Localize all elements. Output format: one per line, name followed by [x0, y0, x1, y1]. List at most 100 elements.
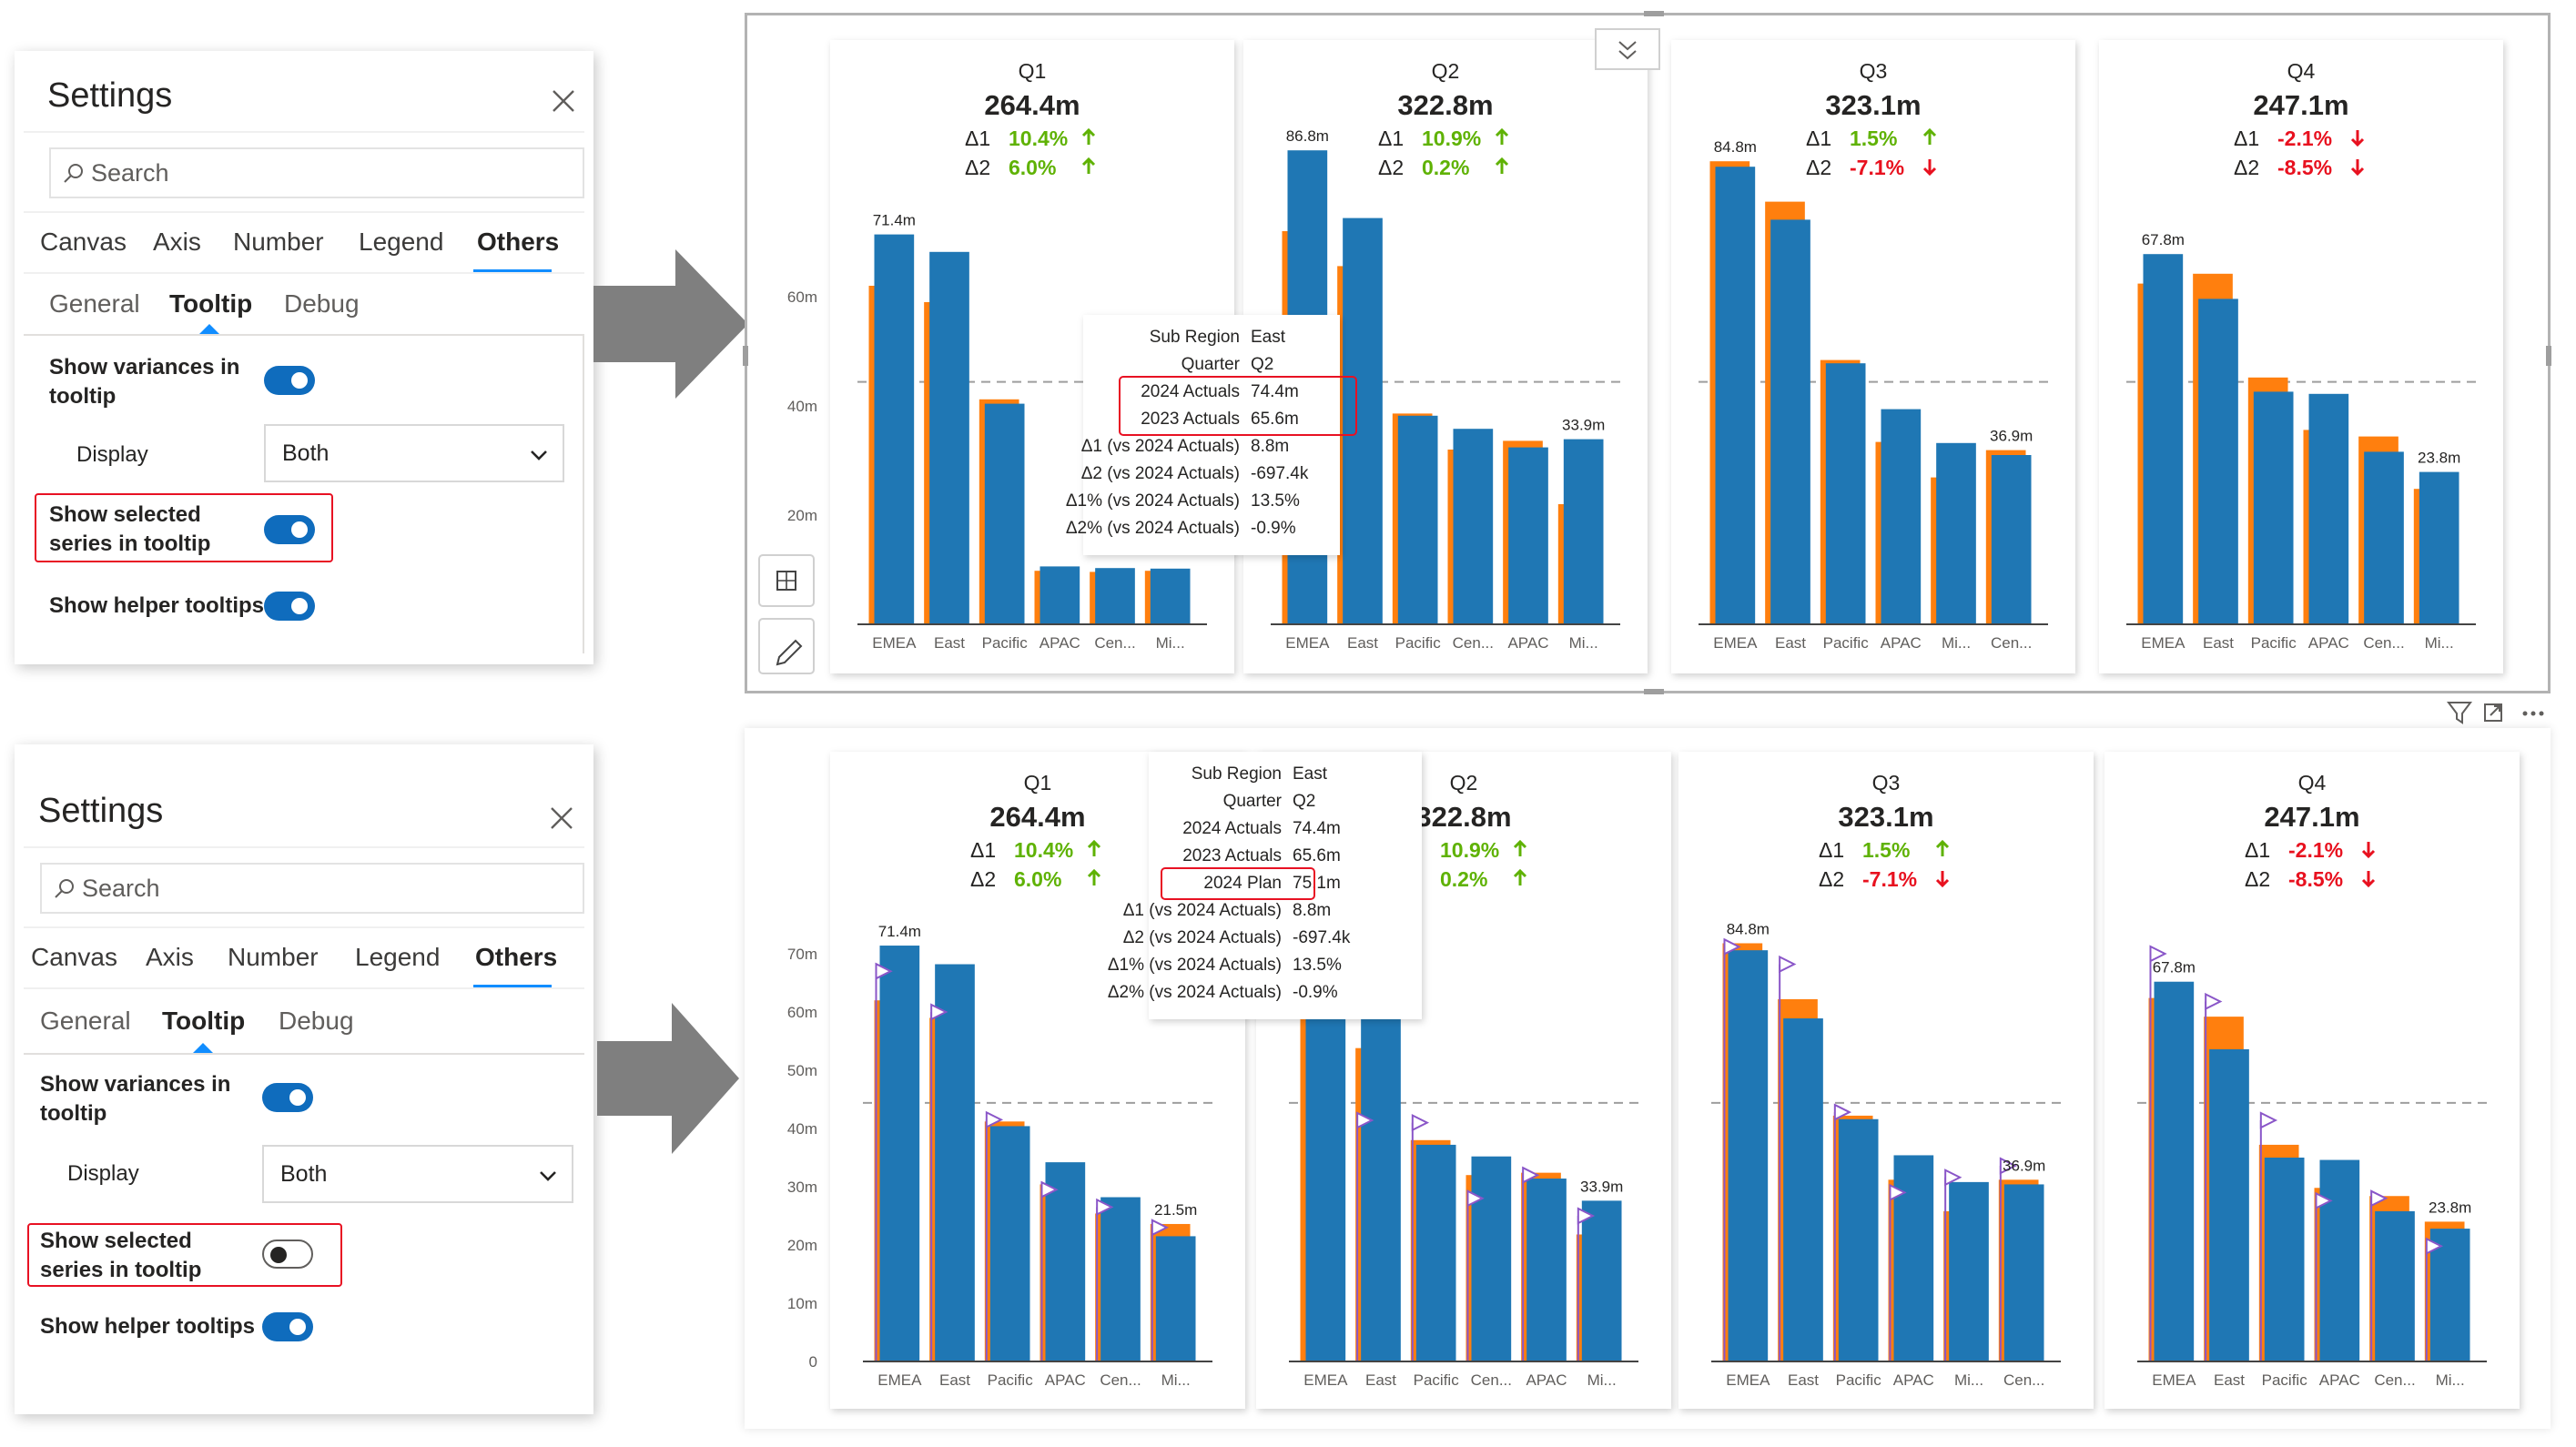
data-label: 36.9m [2003, 1157, 2045, 1174]
tab-number[interactable]: Number [233, 228, 324, 256]
subtab-debug[interactable]: Debug [279, 1007, 354, 1035]
edit-button[interactable] [758, 618, 815, 674]
show-selected-toggle[interactable] [264, 515, 315, 544]
more-options-icon[interactable] [2522, 711, 2544, 716]
bar-actual [929, 251, 969, 624]
tooltip-value: -0.9% [1251, 519, 1296, 538]
close-icon[interactable] [550, 87, 577, 115]
plan-marker [1944, 1169, 1962, 1187]
display-dropdown[interactable]: Both [262, 1145, 573, 1203]
y-tick-label: 0 [809, 1353, 817, 1371]
focus-mode-icon[interactable] [2484, 703, 2502, 722]
delta-value: 10.4% [1014, 838, 1073, 862]
bar-actual [2375, 1210, 2415, 1361]
bar-actual [1045, 1162, 1086, 1361]
bar-actual [2264, 1158, 2305, 1361]
x-tick-label: East [2214, 1371, 2245, 1389]
quarter-total: 322.8m [1397, 89, 1493, 121]
display-value: Both [280, 1161, 328, 1187]
x-tick-label: East [939, 1371, 970, 1389]
tab-legend[interactable]: Legend [359, 228, 444, 256]
close-icon[interactable] [548, 804, 575, 832]
bar-actual [1936, 442, 1976, 624]
chart-top: 20m 40m 60m Q1 264.4m Δ1 10.4% Δ2 6.0% 71.4m EMEA… [743, 11, 2551, 724]
x-tick-label: EMEA [1303, 1371, 1348, 1389]
filter-icon[interactable] [2447, 702, 2472, 724]
delta-value: -7.1% [1850, 156, 1904, 179]
delta-label: Δ1 [1378, 126, 1404, 150]
bar-actual [2319, 1159, 2360, 1361]
arrow-down-icon [2361, 842, 2376, 859]
collapse-button[interactable] [1595, 28, 1660, 70]
tooltip-value: East [1293, 764, 1328, 784]
subtab-general[interactable]: General [40, 1007, 131, 1035]
plan-marker [2315, 1191, 2333, 1209]
delta-value: 10.9% [1440, 838, 1499, 862]
subtab-debug[interactable]: Debug [284, 289, 360, 318]
show-variances-toggle[interactable] [262, 1083, 313, 1112]
delta-label: Δ2 [1819, 867, 1844, 891]
tab-others[interactable]: Others [475, 943, 558, 971]
bar-actual [1361, 1009, 1401, 1361]
x-tick-label: Cen... [1100, 1371, 1141, 1389]
tab-canvas[interactable]: Canvas [31, 943, 117, 971]
tab-axis[interactable]: Axis [153, 228, 201, 256]
tab-canvas[interactable]: Canvas [40, 228, 127, 256]
show-helper-toggle[interactable] [264, 592, 315, 621]
y-tick-label: 60m [787, 288, 817, 306]
plan-marker [875, 962, 893, 980]
y-tick-label: 60m [787, 1004, 817, 1021]
y-tick-label: 30m [787, 1179, 817, 1196]
show-selected-toggle[interactable] [262, 1240, 313, 1269]
show-helper-toggle[interactable] [262, 1312, 313, 1341]
subtab-tooltip[interactable]: Tooltip [162, 1007, 246, 1035]
tooltip-value: Q2 [1251, 355, 1273, 374]
bar-actual [1728, 950, 1769, 1361]
delta-value: -8.5% [2277, 156, 2332, 179]
x-tick-label: APAC [1881, 634, 1922, 652]
x-tick-label: Mi... [1156, 634, 1185, 652]
bar-actual [2209, 1048, 2249, 1361]
delta-value: 0.2% [1440, 867, 1487, 891]
divider [24, 987, 584, 989]
x-tick-label: Mi... [2425, 634, 2454, 652]
x-tick-label: Pacific [2251, 634, 2297, 652]
settings-title: Settings [47, 76, 173, 115]
data-label: 21.5m [1154, 1201, 1197, 1219]
tooltip-value: -0.9% [1293, 983, 1338, 1002]
search-input[interactable]: Search [40, 863, 584, 914]
quarter-total: 323.1m [1825, 89, 1921, 121]
arrow-up-icon [1081, 157, 1096, 174]
x-tick-label: Cen... [1991, 634, 2032, 652]
tab-number[interactable]: Number [228, 943, 319, 971]
tooltip-key: Δ2 (vs 2024 Actuals) [1123, 928, 1282, 947]
tooltip-key: 2023 Actuals [1182, 846, 1282, 865]
tooltip-key: 2023 Actuals [1141, 410, 1240, 429]
bar-actual [1526, 1179, 1567, 1361]
subtab-tooltip[interactable]: Tooltip [169, 289, 253, 318]
x-tick-label: EMEA [2141, 634, 2186, 652]
tab-axis[interactable]: Axis [146, 943, 194, 971]
x-tick-label: Pacific [1823, 634, 1870, 652]
x-tick-label: East [1788, 1371, 1819, 1389]
arrow-up-icon [1513, 839, 1527, 856]
bar-actual [2198, 299, 2238, 624]
tab-legend[interactable]: Legend [355, 943, 441, 971]
display-dropdown[interactable]: Both [264, 424, 564, 482]
tab-others-indicator [473, 985, 552, 987]
plan-marker [1466, 1189, 1485, 1208]
search-icon [55, 879, 74, 898]
bar-actual [2003, 1184, 2044, 1361]
bar-actual [2143, 254, 2184, 624]
search-input[interactable]: Search [49, 147, 584, 198]
subtab-general[interactable]: General [49, 289, 140, 318]
plan-marker [1151, 1219, 1170, 1237]
arrow-up-icon [1081, 127, 1096, 145]
x-tick-label: Cen... [1094, 634, 1135, 652]
tab-others[interactable]: Others [477, 228, 560, 256]
divider [24, 334, 584, 336]
table-view-button[interactable] [758, 554, 815, 607]
x-tick-label: EMEA [872, 634, 917, 652]
bar-actual [1150, 568, 1191, 624]
show-variances-toggle[interactable] [264, 366, 315, 395]
